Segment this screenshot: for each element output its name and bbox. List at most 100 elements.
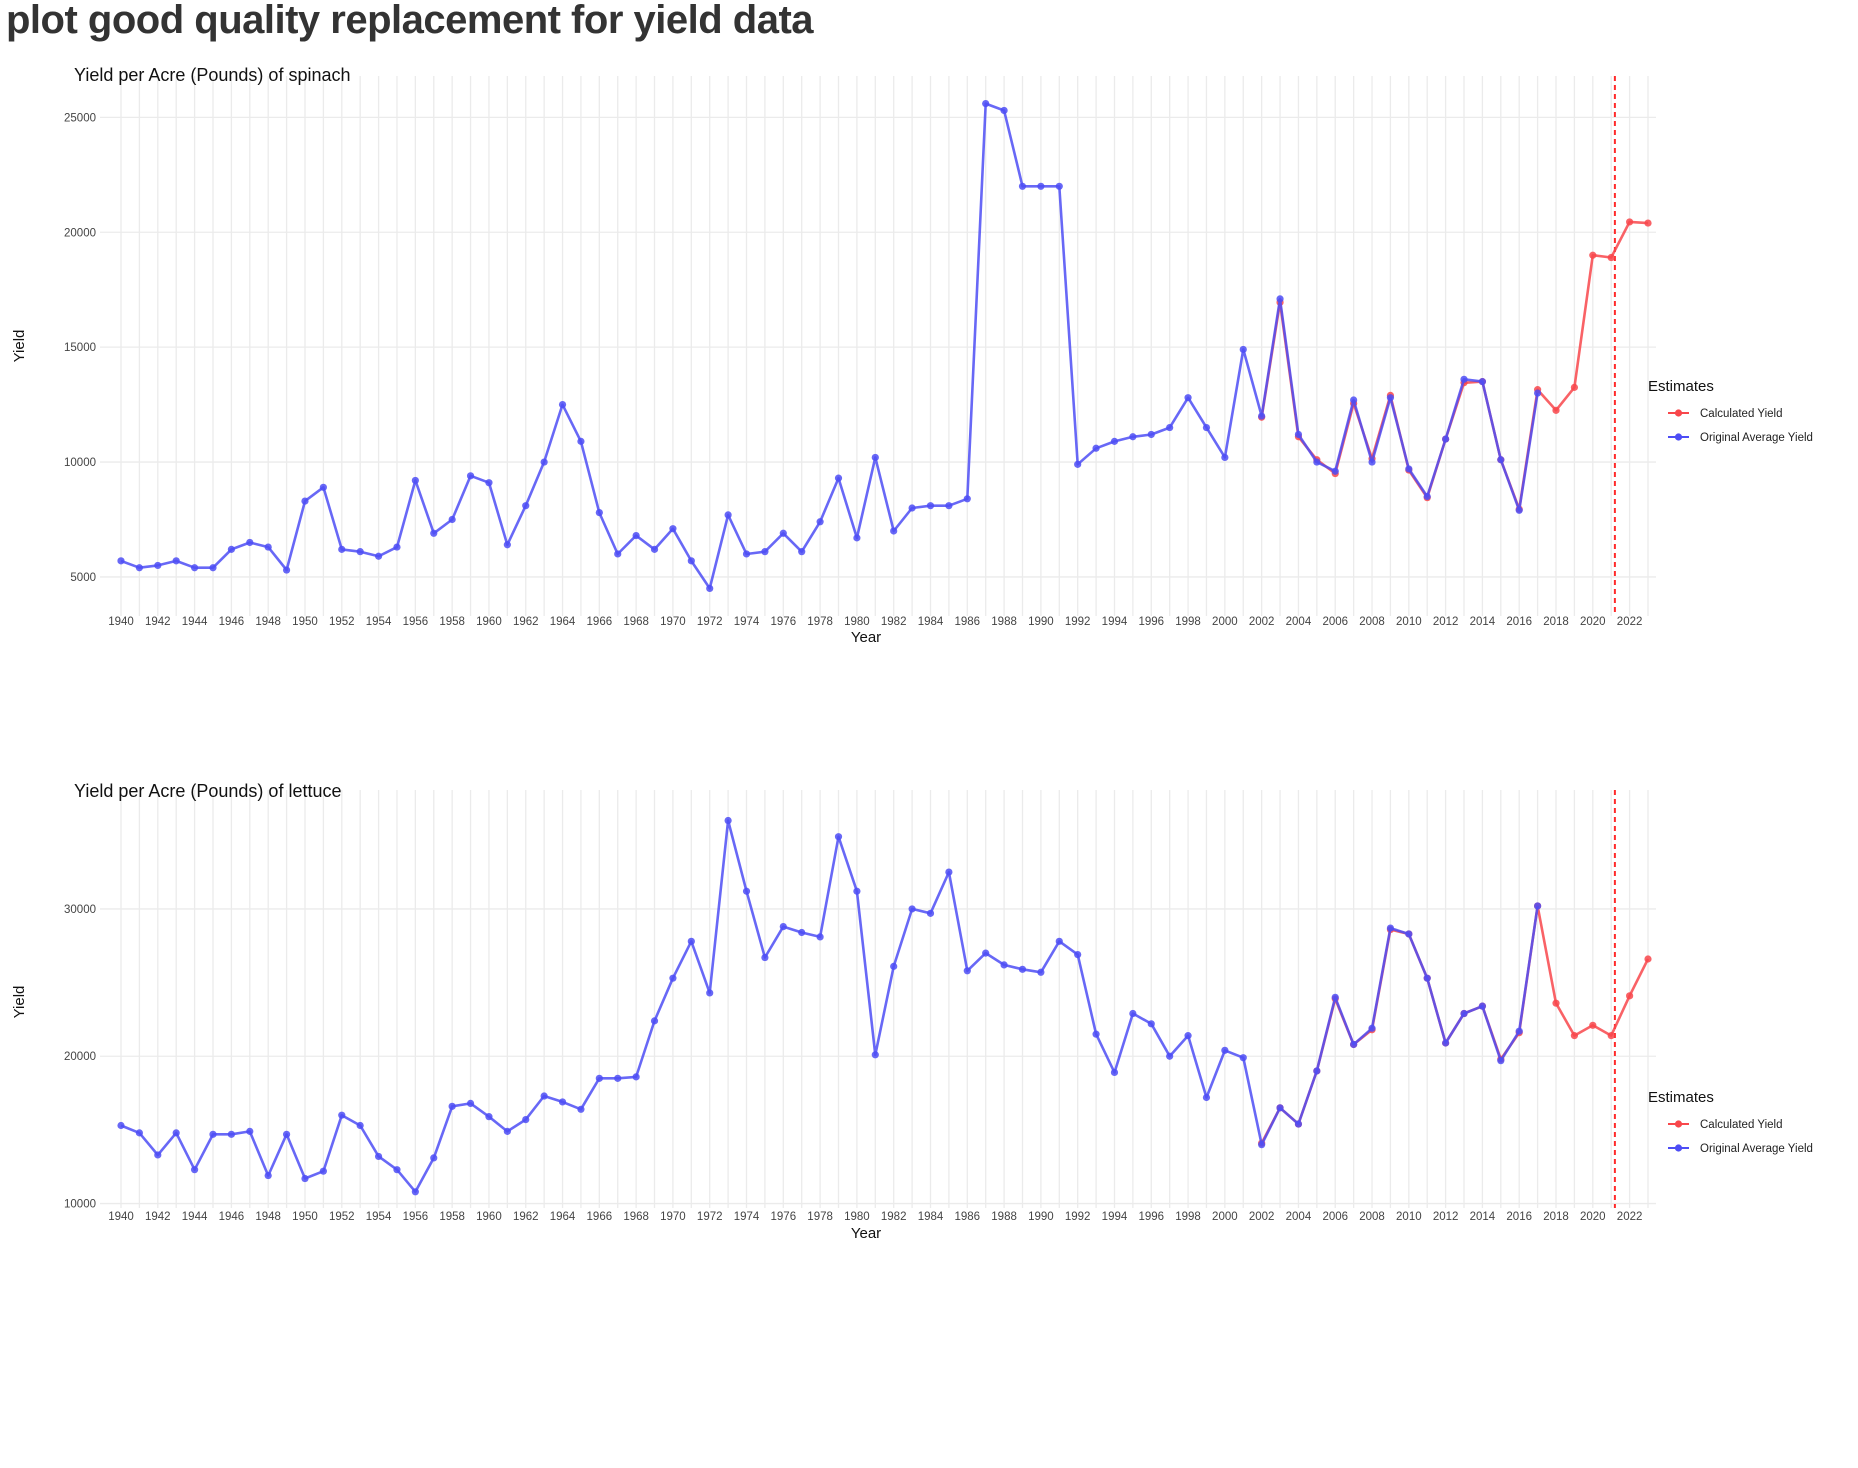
data-point: [1460, 1009, 1468, 1018]
data-point: [632, 1073, 640, 1081]
x-tick-label: 1986: [954, 1211, 980, 1223]
data-point: [595, 508, 603, 517]
data-point: [1166, 423, 1174, 432]
data-point: [650, 1017, 659, 1025]
legend-title: Estimates: [1648, 378, 1714, 395]
data-point: [1626, 992, 1634, 1000]
data-point: [761, 953, 769, 962]
data-point: [1644, 955, 1652, 963]
y-tick-label: 10000: [64, 1199, 96, 1211]
x-tick-label: 2014: [1470, 616, 1496, 628]
x-tick-label: 2014: [1470, 1211, 1496, 1223]
x-tick-label: 1958: [439, 616, 465, 628]
data-point: [669, 525, 677, 533]
x-tick-label: 2022: [1617, 616, 1643, 628]
page-title: plot good quality replacement for yield …: [6, 0, 814, 42]
data-point: [650, 545, 659, 553]
data-point: [430, 1154, 438, 1162]
data-point: [1478, 1002, 1487, 1010]
x-tick-label: 1976: [771, 616, 797, 628]
y-tick-label: 25000: [64, 112, 96, 124]
legend-swatch-dot: [1674, 1144, 1683, 1152]
series-line-calculated: [1260, 220, 1649, 511]
data-point: [190, 564, 199, 572]
data-point: [448, 1102, 456, 1110]
x-tick-label: 1980: [844, 1211, 870, 1223]
x-axis-label: Year: [851, 629, 881, 646]
x-tick-label: 1994: [1102, 1211, 1128, 1223]
data-point: [632, 531, 640, 540]
x-axis-label: Year: [851, 1225, 881, 1242]
x-tick-label: 1986: [954, 616, 980, 628]
data-point: [1074, 950, 1082, 959]
data-point: [466, 1099, 475, 1107]
x-tick-label: 1954: [366, 1211, 392, 1223]
data-point: [1331, 993, 1339, 1001]
x-tick-label: 1976: [771, 1211, 797, 1223]
data-point: [1423, 974, 1431, 982]
x-tick-label: 1952: [329, 1211, 355, 1223]
data-point: [982, 949, 990, 957]
data-point: [117, 1121, 125, 1130]
data-point: [503, 1127, 511, 1135]
data-point: [706, 584, 714, 593]
x-tick-label: 2004: [1286, 616, 1312, 628]
data-point: [1331, 467, 1339, 475]
x-tick-label: 2012: [1433, 616, 1459, 628]
data-point: [374, 1152, 383, 1161]
data-point: [1294, 430, 1303, 439]
data-point: [411, 476, 419, 485]
y-tick-label: 20000: [64, 227, 96, 239]
data-point: [301, 497, 309, 505]
data-point: [1074, 460, 1082, 468]
x-tick-label: 1948: [255, 616, 281, 628]
data-point: [246, 538, 254, 547]
legend-label-calculated: Calculated Yield: [1700, 1119, 1782, 1131]
data-point: [227, 545, 235, 553]
x-tick-label: 2016: [1506, 616, 1532, 628]
data-point: [1129, 433, 1137, 441]
x-tick-label: 1988: [991, 1211, 1017, 1223]
data-point: [1350, 1040, 1358, 1049]
data-point: [871, 1051, 879, 1059]
x-tick-label: 2000: [1212, 616, 1238, 628]
x-tick-label: 2010: [1396, 1211, 1422, 1223]
data-point: [1129, 1009, 1137, 1018]
data-point: [1000, 961, 1008, 969]
data-point: [614, 1074, 622, 1082]
data-point: [227, 1130, 235, 1138]
x-tick-label: 2010: [1396, 616, 1422, 628]
data-point: [890, 962, 898, 970]
x-tick-label: 1998: [1175, 1211, 1201, 1223]
data-point: [1460, 375, 1468, 383]
data-point: [908, 905, 916, 913]
data-point: [1368, 1024, 1376, 1032]
data-point: [1184, 1032, 1192, 1040]
data-point: [834, 833, 843, 841]
y-axis-label: Yield: [11, 330, 28, 363]
data-point: [1018, 182, 1027, 190]
x-tick-label: 2006: [1322, 1211, 1348, 1223]
x-tick-label: 1956: [403, 616, 429, 628]
data-point: [871, 453, 879, 462]
data-point: [301, 1174, 309, 1183]
data-point: [687, 937, 695, 945]
data-point: [154, 1151, 162, 1159]
x-tick-label: 1966: [587, 1211, 613, 1223]
data-point: [430, 529, 438, 537]
data-point: [172, 557, 180, 565]
data-point: [209, 564, 217, 572]
x-tick-label: 1984: [918, 1211, 944, 1223]
chart-title: Yield per Acre (Pounds) of spinach: [74, 65, 351, 85]
data-point: [945, 868, 953, 876]
data-point: [1313, 458, 1321, 466]
data-point: [1386, 924, 1395, 932]
x-tick-label: 1970: [660, 616, 686, 628]
data-point: [190, 1166, 199, 1174]
data-point: [724, 816, 732, 825]
data-point: [1515, 1027, 1523, 1035]
x-tick-label: 2002: [1249, 616, 1275, 628]
x-tick-label: 1978: [807, 616, 833, 628]
legend-swatch-dot: [1674, 433, 1683, 441]
data-point: [1258, 412, 1266, 420]
